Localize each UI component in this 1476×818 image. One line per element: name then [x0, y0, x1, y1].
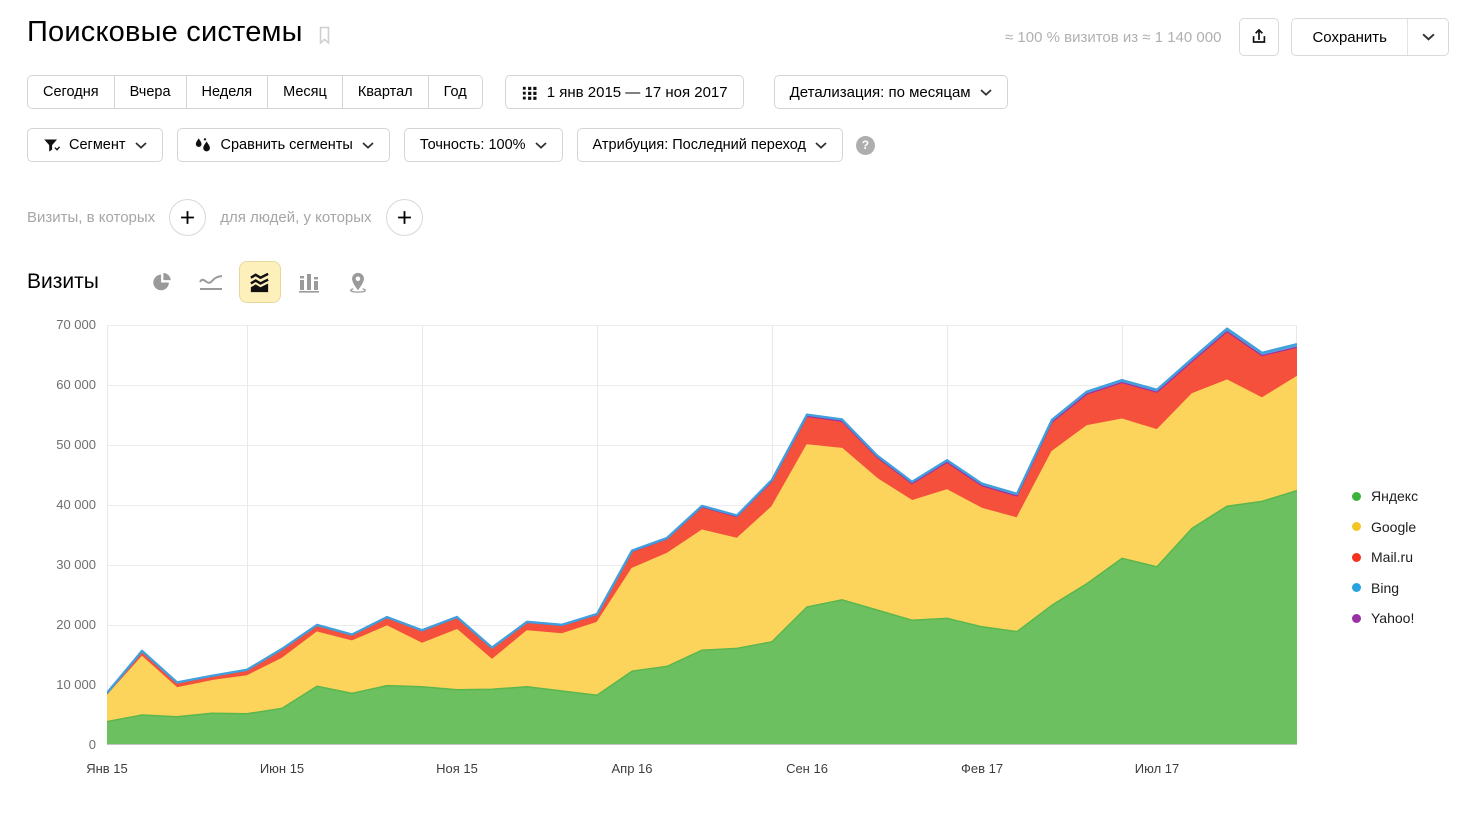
y-tick-label: 50 000 — [56, 437, 96, 452]
people-condition-label: для людей, у которых — [220, 209, 372, 226]
chart-type-map-button[interactable] — [337, 261, 379, 303]
pie-chart-icon — [151, 271, 173, 293]
segment-button[interactable]: Сегмент — [27, 128, 163, 162]
header-actions: ≈ 100 % визитов из ≈ 1 140 000 Сохранить — [1005, 18, 1449, 56]
attribution-button[interactable]: Атрибуция: Последний переход — [576, 128, 843, 162]
y-tick-label: 70 000 — [56, 317, 96, 332]
legend-item-Яндекс[interactable]: Яндекс — [1352, 481, 1418, 512]
export-button[interactable] — [1239, 18, 1280, 56]
chevron-down-icon — [815, 141, 827, 149]
chart-type-columns-button[interactable] — [288, 261, 330, 303]
compare-segments-label: Сравнить сегменты — [220, 137, 353, 153]
chevron-down-icon — [534, 141, 547, 149]
metric-row: Визиты — [27, 260, 379, 304]
precision-label: Точность: 100% — [419, 137, 526, 153]
map-pin-icon — [347, 271, 369, 293]
period-yesterday[interactable]: Вчера — [113, 75, 187, 109]
x-tick-label: Ноя 15 — [436, 761, 478, 776]
filters-toolbar: Сегмент Сравнить сегменты Точность: 100% — [27, 128, 875, 162]
date-range-button[interactable]: 1 янв 2015 — 17 ноя 2017 — [504, 75, 744, 109]
plus-icon — [180, 210, 195, 225]
chevron-down-icon — [134, 141, 147, 149]
x-tick-label: Апр 16 — [611, 761, 653, 776]
save-dropdown-caret[interactable] — [1407, 19, 1448, 55]
y-tick-label: 60 000 — [56, 377, 96, 392]
legend-dot — [1352, 583, 1361, 593]
stacked-area-plot[interactable] — [107, 325, 1297, 745]
compare-segments-button[interactable]: Сравнить сегменты — [176, 128, 390, 162]
period-quarter[interactable]: Квартал — [341, 75, 429, 109]
chart-type-line-button[interactable] — [190, 261, 232, 303]
x-tick-label: Янв 15 — [86, 761, 128, 776]
x-tick-label: Фев 17 — [960, 761, 1004, 776]
edge-Яндекс — [107, 489, 1297, 723]
date-range-label: 1 янв 2015 — 17 ноя 2017 — [546, 83, 728, 101]
chart-type-pie-button[interactable] — [141, 261, 183, 303]
edge-Google — [107, 375, 1297, 697]
visits-summary: ≈ 100 % визитов из ≈ 1 140 000 — [1005, 28, 1222, 46]
filter-funnel-icon — [43, 137, 60, 154]
legend-label: Yahoo! — [1371, 610, 1415, 627]
export-icon — [1249, 27, 1269, 47]
save-button[interactable]: Сохранить — [1291, 18, 1449, 56]
legend-item-Mail.ru[interactable]: Mail.ru — [1352, 542, 1418, 573]
help-icon[interactable]: ? — [855, 135, 875, 155]
chart-type-stacked-area-button[interactable] — [238, 261, 281, 303]
bookmark-icon[interactable] — [315, 24, 334, 46]
attribution-label: Атрибуция: Последний переход — [592, 137, 806, 153]
drops-compare-icon — [193, 136, 212, 155]
y-tick-label: 20 000 — [56, 617, 96, 632]
legend-dot — [1352, 491, 1361, 501]
period-week[interactable]: Неделя — [185, 75, 269, 109]
period-segmented-control: Сегодня Вчера Неделя Месяц Квартал Год — [27, 75, 483, 109]
metric-label: Визиты — [27, 270, 99, 293]
chevron-down-icon — [362, 141, 374, 149]
legend-dot — [1352, 552, 1361, 562]
legend-item-Yahoo![interactable]: Yahoo! — [1352, 603, 1418, 634]
legend-item-Google[interactable]: Google — [1352, 512, 1418, 543]
segment-label: Сегмент — [69, 137, 126, 153]
page-title: Поисковые системы — [27, 16, 303, 48]
x-tick-label: Июл 17 — [1134, 761, 1180, 776]
add-people-condition-button[interactable] — [385, 199, 423, 236]
period-month[interactable]: Месяц — [267, 75, 343, 109]
y-tick-label: 40 000 — [56, 497, 96, 512]
detalization-label: Детализация: по месяцам — [789, 83, 971, 101]
legend-label: Яндекс — [1371, 488, 1419, 505]
save-button-label: Сохранить — [1312, 28, 1387, 46]
plus-icon — [397, 210, 412, 225]
legend-dot — [1352, 522, 1361, 532]
y-tick-label: 10 000 — [56, 677, 96, 692]
y-tick-label: 0 — [88, 737, 96, 752]
y-tick-label: 30 000 — [56, 557, 96, 572]
legend-dot — [1352, 613, 1361, 623]
area-Яндекс — [107, 490, 1297, 745]
add-visit-condition-button[interactable] — [169, 199, 207, 236]
x-tick-label: Июн 15 — [259, 761, 305, 776]
calendar-grid-icon — [521, 84, 538, 101]
legend-label: Google — [1371, 518, 1417, 535]
edge-Bing — [107, 327, 1297, 694]
segment-builder: Визиты, в которых для людей, у которых — [27, 199, 423, 236]
visits-condition-label: Визиты, в которых — [27, 209, 156, 226]
header: Поисковые системы — [27, 16, 334, 49]
precision-button[interactable]: Точность: 100% — [403, 128, 563, 162]
chart-legend: Яндекс Google Mail.ru Bing Yahoo! — [1352, 481, 1418, 634]
detalization-button[interactable]: Детализация: по месяцам — [773, 75, 1008, 109]
period-year[interactable]: Год — [427, 75, 483, 109]
legend-item-Bing[interactable]: Bing — [1352, 573, 1418, 604]
period-toolbar: Сегодня Вчера Неделя Месяц Квартал Год 1… — [27, 75, 1008, 109]
chevron-down-icon — [1421, 33, 1435, 41]
period-today[interactable]: Сегодня — [27, 75, 115, 109]
stacked-area-icon — [248, 271, 271, 294]
line-chart-icon — [198, 271, 224, 293]
x-tick-label: Сен 16 — [786, 761, 828, 776]
chevron-down-icon — [980, 88, 992, 96]
column-chart-icon — [297, 270, 321, 294]
legend-label: Mail.ru — [1371, 549, 1414, 566]
legend-label: Bing — [1371, 579, 1400, 596]
area-Mail.ru — [107, 332, 1297, 696]
